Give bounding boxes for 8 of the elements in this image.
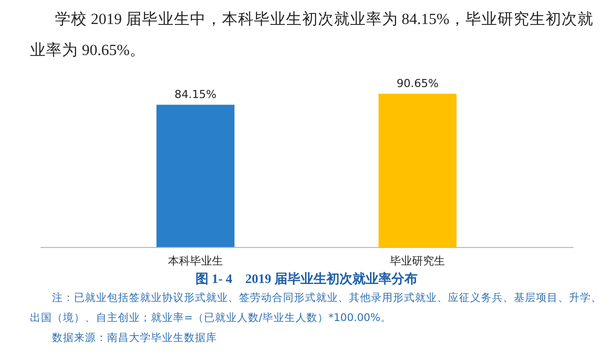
x-tick-label: 毕业研究生 (390, 254, 446, 268)
source-note: 数据来源：南昌大学毕业生数据库 (51, 331, 218, 346)
data-label: 90.65% (396, 76, 439, 90)
text: 注：已就业包括签就业协议形式就业、签劳动合同形式就业、其他录用形式就业、应征义务兵、基层项目、升学、出国（境）、自主创业；就业率=（已就业人数/毕业生人数）*100.00%。 (30, 291, 603, 326)
data-label: 84.15% (174, 88, 216, 101)
x-tick-label: 本科毕业生 (168, 254, 223, 268)
text: 图 1- 4 2019 届毕业生初次就业率分布 (194, 270, 419, 288)
text: 学校 2019 届毕业生中，本科毕业生初次就业率为 84.15%，毕业研究生初次就业率为 90.65%。 (30, 10, 594, 61)
